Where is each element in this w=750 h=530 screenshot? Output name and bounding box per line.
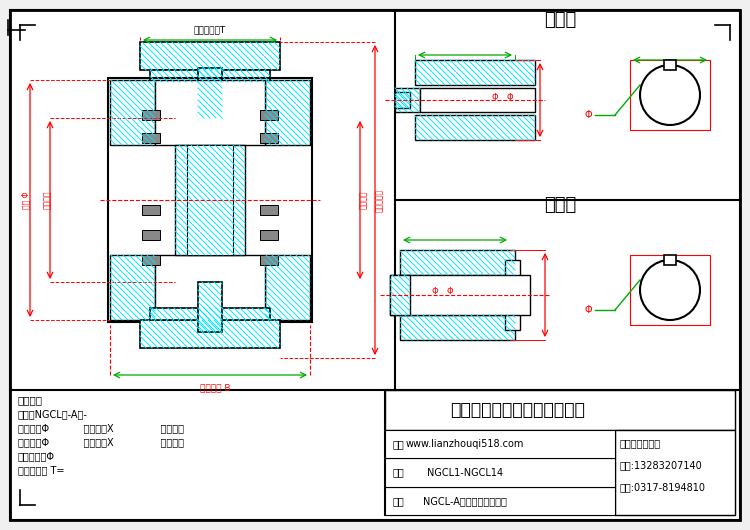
Text: 主动端: 主动端 <box>544 11 576 29</box>
Bar <box>385 430 615 458</box>
Text: 从动端：Φ           （孔径）X               （孔长）: 从动端：Φ （孔径）X （孔长） <box>18 437 184 447</box>
Bar <box>385 390 735 515</box>
Bar <box>630 60 710 130</box>
Text: NGCL1-NGCL14: NGCL1-NGCL14 <box>427 467 503 478</box>
Bar <box>265 80 310 145</box>
Bar <box>390 275 410 315</box>
Bar <box>198 68 222 118</box>
Bar <box>664 255 676 265</box>
Text: Φ: Φ <box>432 287 438 296</box>
Text: 制动轮外径: 制动轮外径 <box>374 189 383 211</box>
Text: 外径 Φ: 外径 Φ <box>22 191 31 209</box>
Text: 内孔外径: 内孔外径 <box>358 191 368 209</box>
Bar <box>395 88 420 112</box>
Bar <box>260 230 278 240</box>
Text: Φ: Φ <box>584 305 592 315</box>
Text: 联系人：张经理: 联系人：张经理 <box>620 438 662 448</box>
Bar <box>615 430 735 515</box>
Text: 泊头市通佳机械设备有限公司: 泊头市通佳机械设备有限公司 <box>451 401 586 419</box>
Bar <box>385 487 615 515</box>
Bar <box>260 110 278 120</box>
Text: Φ: Φ <box>492 93 498 102</box>
Text: Φ: Φ <box>584 110 592 120</box>
Text: 从动端: 从动端 <box>544 196 576 214</box>
Bar <box>385 458 615 487</box>
Text: 齿套宽度 B: 齿套宽度 B <box>200 383 230 392</box>
Bar <box>415 115 535 140</box>
Bar <box>395 92 410 108</box>
Bar <box>142 255 160 265</box>
Text: www.lianzhouqi518.com: www.lianzhouqi518.com <box>406 439 524 449</box>
Bar <box>505 300 520 330</box>
Circle shape <box>640 65 700 125</box>
Bar <box>400 250 515 275</box>
Bar <box>142 133 160 143</box>
Bar <box>142 110 160 120</box>
Bar <box>175 145 245 255</box>
Bar <box>260 255 278 265</box>
Text: 节圆外径: 节圆外径 <box>43 191 52 209</box>
Bar <box>150 308 270 320</box>
Bar <box>664 60 676 70</box>
Text: 文字标注: 文字标注 <box>18 395 43 405</box>
Bar <box>505 260 520 290</box>
Text: 制动轮外径Φ: 制动轮外径Φ <box>18 451 55 461</box>
Bar <box>140 42 280 70</box>
Circle shape <box>640 260 700 320</box>
Bar <box>110 80 155 145</box>
Bar <box>142 205 160 215</box>
Bar <box>265 255 310 320</box>
Bar <box>140 320 280 348</box>
Text: Φ: Φ <box>507 93 513 102</box>
Text: NGCL-A型鼓形齿式联轴器: NGCL-A型鼓形齿式联轴器 <box>423 496 507 506</box>
Text: 主动端：Φ           （孔径）X               （孔长）: 主动端：Φ （孔径）X （孔长） <box>18 423 184 433</box>
Text: 制动轮宽度 T=: 制动轮宽度 T= <box>18 465 64 475</box>
Bar <box>385 390 735 430</box>
Bar <box>155 80 265 145</box>
Bar <box>142 230 160 240</box>
Text: 网址: 网址 <box>393 439 405 449</box>
Text: 制动轮宽度T: 制动轮宽度T <box>194 25 226 34</box>
Text: 名称: 名称 <box>393 496 405 506</box>
Bar <box>390 275 530 315</box>
Bar <box>415 60 535 85</box>
Text: 手机:13283207140: 手机:13283207140 <box>620 460 703 470</box>
Bar <box>260 205 278 215</box>
Text: Φ: Φ <box>447 287 453 296</box>
Bar <box>155 255 265 320</box>
Bar <box>110 255 155 320</box>
Bar <box>187 145 233 255</box>
Bar <box>150 70 270 82</box>
Bar <box>420 88 535 112</box>
Text: 适用: 适用 <box>393 467 405 478</box>
Bar <box>260 133 278 143</box>
Text: 电话:0317-8194810: 电话:0317-8194810 <box>620 482 706 492</box>
Text: 型号：NGCL型-A型-: 型号：NGCL型-A型- <box>18 409 88 419</box>
Bar <box>198 282 222 332</box>
Bar <box>630 255 710 325</box>
Bar <box>108 78 312 322</box>
Bar <box>400 315 515 340</box>
